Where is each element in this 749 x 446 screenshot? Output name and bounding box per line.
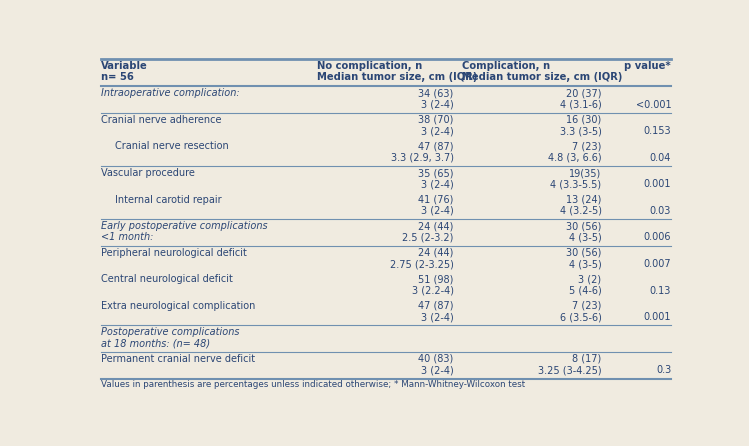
Text: Internal carotid repair: Internal carotid repair [115,194,222,205]
Text: 0.007: 0.007 [643,259,671,269]
Text: 3.25 (3-4.25): 3.25 (3-4.25) [538,365,601,375]
Text: Cranial nerve adherence: Cranial nerve adherence [100,115,221,125]
Text: Early postoperative complications: Early postoperative complications [100,221,267,231]
Text: Extra neurological complication: Extra neurological complication [100,301,255,311]
Text: 4 (3.3-5.5): 4 (3.3-5.5) [551,179,601,190]
Text: 16 (30): 16 (30) [566,115,601,125]
Text: Central neurological deficit: Central neurological deficit [100,274,232,284]
Text: 3 (2-4): 3 (2-4) [421,365,453,375]
Text: 0.04: 0.04 [650,153,671,163]
Text: No complication, n: No complication, n [317,61,422,70]
Text: Postoperative complications: Postoperative complications [100,327,239,337]
Text: Values in parenthesis are percentages unless indicated otherwise; * Mann-Whitney: Values in parenthesis are percentages un… [100,380,525,389]
Text: Median tumor size, cm (IQR): Median tumor size, cm (IQR) [317,72,477,82]
Text: 0.3: 0.3 [656,365,671,375]
Text: 7 (23): 7 (23) [572,141,601,152]
Text: 3 (2-4): 3 (2-4) [421,179,453,190]
Text: 34 (63): 34 (63) [418,88,453,99]
Text: 35 (65): 35 (65) [418,168,453,178]
Text: n= 56: n= 56 [100,72,133,82]
Text: Intraoperative complication:: Intraoperative complication: [100,88,239,99]
Text: Permanent cranial nerve deficit: Permanent cranial nerve deficit [100,354,255,364]
Text: 5 (4-6): 5 (4-6) [568,285,601,296]
Text: 41 (76): 41 (76) [418,194,453,205]
Text: 24 (44): 24 (44) [418,221,453,231]
Text: 3 (2): 3 (2) [578,274,601,284]
Text: 6 (3.5-6): 6 (3.5-6) [560,312,601,322]
Text: 4 (3-5): 4 (3-5) [568,232,601,243]
Text: 3.3 (3-5): 3.3 (3-5) [560,126,601,136]
Text: 38 (70): 38 (70) [418,115,453,125]
Text: 2.75 (2-3.25): 2.75 (2-3.25) [389,259,453,269]
Text: p value*: p value* [625,61,671,70]
Text: 20 (37): 20 (37) [566,88,601,99]
Text: 51 (98): 51 (98) [418,274,453,284]
Text: 3 (2-4): 3 (2-4) [421,100,453,110]
Text: 0.006: 0.006 [643,232,671,243]
Text: 3 (2-4): 3 (2-4) [421,312,453,322]
Text: Complication, n: Complication, n [462,61,551,70]
Text: 8 (17): 8 (17) [572,354,601,364]
Text: 2.5 (2-3.2): 2.5 (2-3.2) [402,232,453,243]
Text: <1 month:: <1 month: [100,232,153,243]
Text: 3 (2.2-4): 3 (2.2-4) [411,285,453,296]
Text: 47 (87): 47 (87) [418,301,453,311]
Text: Median tumor size, cm (IQR): Median tumor size, cm (IQR) [462,72,622,82]
Text: 7 (23): 7 (23) [572,301,601,311]
Text: 40 (83): 40 (83) [418,354,453,364]
Text: 4 (3.1-6): 4 (3.1-6) [560,100,601,110]
Text: Variable: Variable [100,61,148,70]
Text: 19(35): 19(35) [569,168,601,178]
Text: 4.8 (3, 6.6): 4.8 (3, 6.6) [548,153,601,163]
Text: <0.001: <0.001 [636,100,671,110]
Text: 13 (24): 13 (24) [566,194,601,205]
Text: 4 (3-5): 4 (3-5) [568,259,601,269]
Text: 0.001: 0.001 [643,312,671,322]
Text: 3.3 (2.9, 3.7): 3.3 (2.9, 3.7) [390,153,453,163]
Text: 3 (2-4): 3 (2-4) [421,126,453,136]
Text: 47 (87): 47 (87) [418,141,453,152]
Text: Vascular procedure: Vascular procedure [100,168,195,178]
Text: 30 (56): 30 (56) [566,248,601,258]
Text: at 18 months: (n= 48): at 18 months: (n= 48) [100,339,210,349]
Text: 30 (56): 30 (56) [566,221,601,231]
Text: 3 (2-4): 3 (2-4) [421,206,453,216]
Text: 0.03: 0.03 [650,206,671,216]
Text: Peripheral neurological deficit: Peripheral neurological deficit [100,248,246,258]
Text: 4 (3.2-5): 4 (3.2-5) [560,206,601,216]
Text: 0.153: 0.153 [643,126,671,136]
Text: 0.001: 0.001 [643,179,671,190]
Text: 0.13: 0.13 [650,285,671,296]
Text: 24 (44): 24 (44) [418,248,453,258]
Text: Cranial nerve resection: Cranial nerve resection [115,141,229,152]
